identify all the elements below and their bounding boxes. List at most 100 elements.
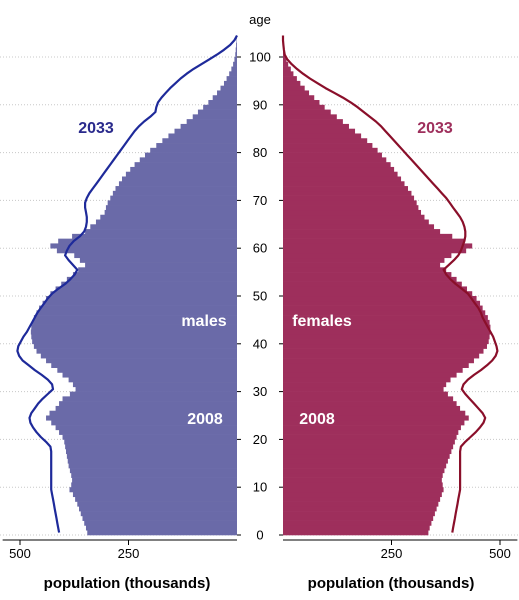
- male-bar: [203, 104, 237, 110]
- female-bar: [283, 257, 445, 263]
- male-bar: [42, 300, 238, 306]
- female-bar: [283, 76, 297, 82]
- female-bar: [283, 401, 457, 407]
- female-bar: [283, 272, 452, 278]
- male-bar: [223, 80, 237, 86]
- female-bar: [283, 128, 356, 134]
- female-bar: [283, 458, 448, 464]
- female-bar: [283, 415, 469, 421]
- female-bar: [283, 147, 378, 153]
- male-bar: [156, 143, 237, 149]
- male-bar: [186, 119, 237, 125]
- female-bar: [283, 372, 457, 378]
- female-bar: [283, 90, 310, 96]
- female-bar: [283, 80, 301, 86]
- female-bar: [283, 353, 480, 359]
- female-bar: [283, 520, 432, 526]
- male-bar: [90, 224, 237, 230]
- female-bar: [283, 109, 331, 115]
- male-bar-year-label: 2008: [187, 411, 223, 428]
- female-bar: [283, 162, 391, 168]
- male-bar: [59, 429, 238, 435]
- female-bar: [283, 195, 415, 201]
- male-bar: [72, 382, 237, 388]
- male-bar: [66, 448, 237, 455]
- female-bar: [283, 166, 395, 173]
- female-bar: [283, 85, 305, 91]
- male-bar: [80, 511, 237, 517]
- male-bar: [234, 57, 237, 63]
- male-bar: [180, 123, 237, 129]
- male-bar: [33, 315, 237, 321]
- female-bar: [283, 448, 452, 455]
- female-bar: [283, 487, 444, 493]
- female-bar: [283, 133, 362, 139]
- male-bar: [72, 233, 237, 239]
- female-bar: [283, 238, 465, 244]
- male-bars-2008: [30, 37, 238, 536]
- male-bar: [51, 362, 237, 368]
- male-bar: [31, 324, 238, 330]
- male-bar: [84, 520, 238, 526]
- female-bar: [283, 200, 417, 206]
- female-bar: [283, 123, 349, 129]
- male-bar: [233, 61, 237, 67]
- female-bar: [283, 511, 435, 517]
- male-bar: [118, 181, 237, 187]
- male-bar: [236, 42, 237, 48]
- age-tick-label: 80: [253, 145, 267, 160]
- female-bar: [283, 66, 291, 72]
- male-bar: [231, 66, 237, 72]
- male-bar: [77, 501, 238, 507]
- female-bar: [283, 319, 490, 325]
- male-bar: [69, 391, 237, 397]
- female-bar: [283, 391, 448, 397]
- male-bar: [78, 267, 237, 273]
- male-bar: [217, 90, 237, 96]
- female-bar: [283, 348, 484, 354]
- female-bar: [283, 358, 474, 364]
- male-bar: [85, 525, 237, 531]
- male-bar: [62, 396, 238, 402]
- female-bar: [283, 315, 488, 321]
- male-bar: [46, 358, 237, 364]
- female-bar: [283, 305, 483, 311]
- female-bar: [283, 119, 343, 125]
- male-bar: [56, 248, 237, 254]
- male-bar: [85, 229, 237, 235]
- male-bar: [229, 71, 237, 77]
- male-bar: [174, 128, 237, 134]
- female-bar: [283, 472, 443, 478]
- male-bar: [134, 162, 237, 168]
- male-bar: [30, 329, 237, 335]
- male-bar: [36, 348, 237, 354]
- male-bar: [130, 166, 237, 173]
- female-bar: [283, 310, 486, 316]
- female-bar: [283, 468, 445, 474]
- male-bar: [105, 205, 237, 211]
- age-tick-label: 70: [253, 193, 267, 208]
- female-bar: [283, 229, 441, 235]
- male-bar: [71, 482, 237, 488]
- female-bar: [283, 181, 405, 187]
- female-bar: [283, 186, 408, 192]
- female-bar: [283, 100, 320, 106]
- male-bar: [66, 276, 237, 282]
- female-bar: [283, 496, 441, 502]
- male-bar: [50, 243, 237, 249]
- male-bar: [67, 458, 238, 464]
- female-bar: [283, 176, 402, 182]
- male-bar: [139, 157, 237, 163]
- female-bar: [283, 224, 435, 230]
- female-bar: [283, 262, 441, 268]
- female-bar: [283, 377, 451, 383]
- female-bar: [283, 362, 469, 368]
- female-projection-line: [281, 35, 499, 533]
- female-bar: [283, 396, 454, 402]
- female-bar: [283, 281, 462, 287]
- female-bar: [283, 367, 463, 373]
- male-bar: [79, 506, 237, 512]
- male-bar: [226, 76, 237, 82]
- male-bar: [64, 439, 237, 445]
- male-bar: [87, 530, 238, 536]
